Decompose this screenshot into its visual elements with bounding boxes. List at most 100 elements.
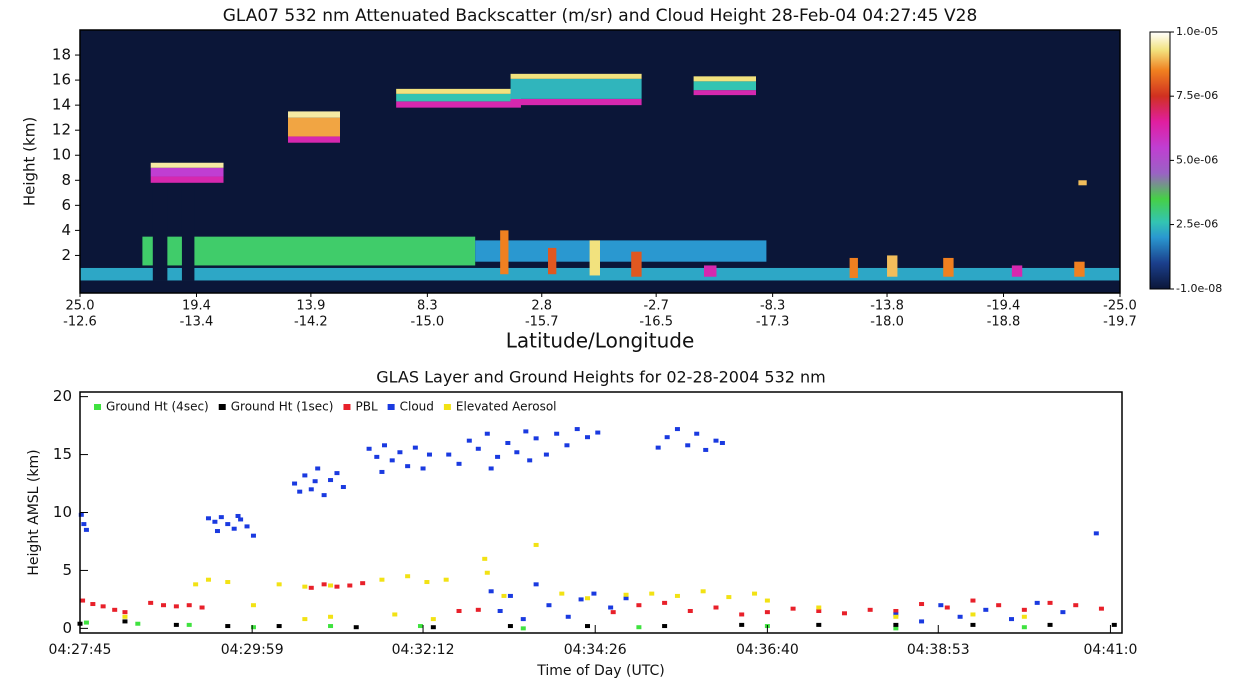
data-point xyxy=(321,582,327,587)
data-point xyxy=(173,604,179,609)
data-point xyxy=(574,427,580,432)
data-point xyxy=(1034,600,1040,605)
backscatter-cell xyxy=(142,236,476,266)
data-point xyxy=(501,593,507,598)
data-point xyxy=(83,527,89,532)
x-tick-label: 25.0 xyxy=(66,299,95,314)
x2-tick-label: -18.8 xyxy=(987,315,1021,330)
colorbar xyxy=(1149,31,1171,290)
backscatter-cell xyxy=(396,93,521,102)
data-point xyxy=(302,617,308,622)
colorbar-tick-label: 2.5e-06 xyxy=(1176,218,1218,231)
data-point xyxy=(533,582,539,587)
x-tick-label: -8.3 xyxy=(760,299,785,314)
backscatter-cell xyxy=(704,265,717,277)
x2-tick-label: -14.2 xyxy=(294,315,328,330)
backscatter-cell xyxy=(887,255,898,277)
backscatter-cell xyxy=(288,111,340,118)
chart-title: GLA07 532 nm Attenuated Backscatter (m/s… xyxy=(223,6,978,26)
data-point xyxy=(507,593,513,598)
data-point xyxy=(475,607,481,612)
data-point xyxy=(238,517,244,522)
data-point xyxy=(334,471,340,476)
data-point xyxy=(426,452,432,457)
data-point xyxy=(790,606,796,611)
y-tick-label: 4 xyxy=(61,221,71,239)
x-tick-label: -25.0 xyxy=(1103,299,1137,314)
x-tick-label: 13.9 xyxy=(296,299,325,314)
data-point xyxy=(1098,606,1104,611)
data-point xyxy=(173,622,179,627)
data-point xyxy=(685,443,691,448)
backscatter-cell xyxy=(943,257,954,277)
data-point xyxy=(112,607,118,612)
data-point xyxy=(520,626,526,631)
data-point xyxy=(302,473,308,478)
backscatter-cell xyxy=(510,98,642,106)
data-point xyxy=(533,542,539,547)
y-tick-label: 6 xyxy=(61,196,71,214)
data-point xyxy=(80,598,86,603)
y-axis-label: Height AMSL (km) xyxy=(26,449,42,575)
x-tick-label: 2.8 xyxy=(531,299,552,314)
backscatter-cell xyxy=(150,176,224,183)
legend-marker xyxy=(443,404,451,410)
backscatter-cell xyxy=(475,240,767,262)
backscatter-cell xyxy=(396,101,521,108)
data-point xyxy=(841,611,847,616)
data-point xyxy=(713,438,719,443)
data-point xyxy=(919,619,925,624)
data-point xyxy=(700,589,706,594)
data-point xyxy=(484,431,490,436)
data-point xyxy=(585,624,591,629)
data-point xyxy=(379,577,385,582)
data-point xyxy=(507,624,513,629)
data-point xyxy=(374,454,380,459)
data-point xyxy=(919,602,925,607)
x-axis-label: Latitude/Longitude xyxy=(506,329,695,353)
backscatter-cell xyxy=(288,136,340,143)
data-point xyxy=(83,620,89,625)
data-point xyxy=(456,461,462,466)
x-tick-label: 04:32:12 xyxy=(392,642,455,658)
backscatter-cell xyxy=(510,73,642,79)
backscatter-cell xyxy=(589,240,600,276)
data-point xyxy=(353,625,359,630)
data-point xyxy=(212,519,218,524)
data-point xyxy=(495,454,501,459)
data-point xyxy=(250,533,256,538)
data-point xyxy=(1073,603,1079,608)
data-point xyxy=(585,435,591,440)
data-point xyxy=(379,469,385,474)
backscatter-cell xyxy=(288,117,340,137)
backscatter-cell xyxy=(1078,180,1087,186)
data-point xyxy=(996,603,1002,608)
x-tick-label: 04:41:0 xyxy=(1083,642,1137,658)
legend-marker xyxy=(387,404,395,410)
backscatter-cell xyxy=(693,81,756,91)
data-point xyxy=(321,493,327,498)
data-point xyxy=(713,605,719,610)
data-point xyxy=(412,445,418,450)
data-point xyxy=(505,440,511,445)
data-point xyxy=(430,617,436,622)
x2-tick-label: -12.6 xyxy=(63,315,97,330)
data-point xyxy=(250,625,256,630)
legend-label: Cloud xyxy=(400,400,434,414)
data-point xyxy=(1093,531,1099,536)
data-point xyxy=(816,608,822,613)
data-point xyxy=(533,436,539,441)
data-point xyxy=(546,603,552,608)
data-point xyxy=(816,622,822,627)
data-point xyxy=(405,574,411,579)
data-point xyxy=(488,589,494,594)
data-point xyxy=(1021,625,1027,630)
data-point xyxy=(100,604,106,609)
data-point xyxy=(739,622,745,627)
x-tick-label: 04:38:53 xyxy=(907,642,970,658)
legend-marker xyxy=(343,404,351,410)
plot-background xyxy=(80,392,1122,633)
data-point xyxy=(347,583,353,588)
data-point xyxy=(78,512,84,517)
